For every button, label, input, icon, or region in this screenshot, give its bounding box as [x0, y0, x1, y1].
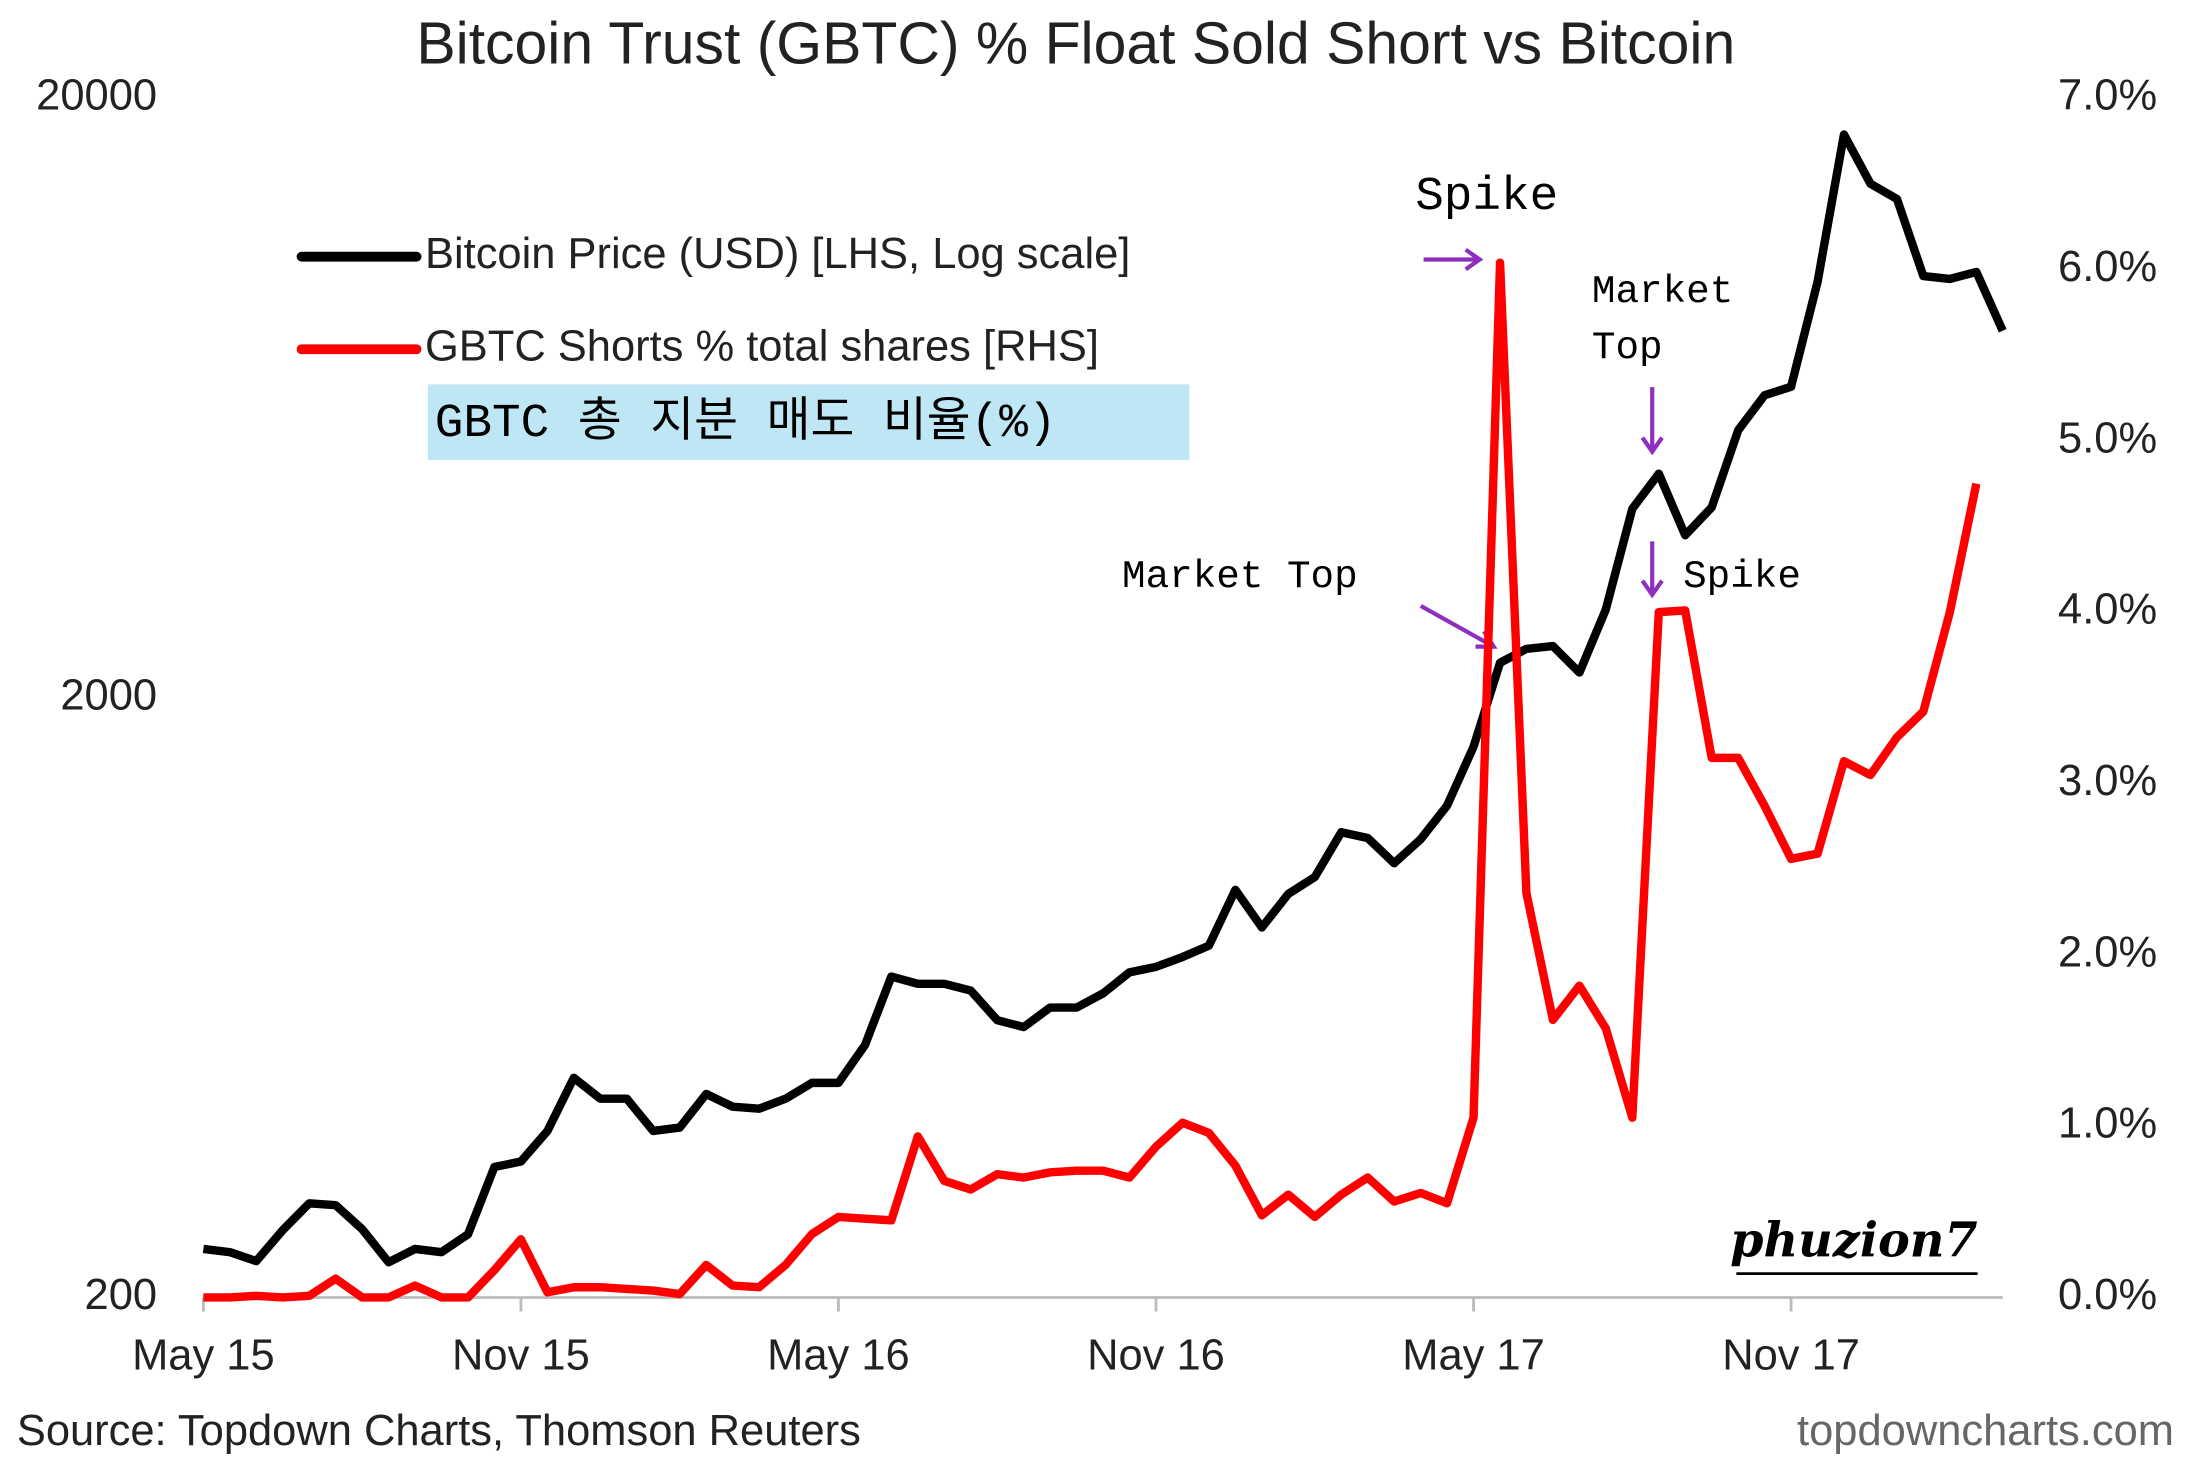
annotation: Market Top [1122, 554, 1358, 599]
series-line [203, 258, 1981, 1302]
y2-tick-label: 7.0% [2058, 72, 2157, 120]
x-tick-label: Nov 15 [452, 1331, 590, 1379]
x-tick-label: May 15 [132, 1331, 275, 1379]
translation-box [427, 384, 1190, 461]
credit: topdowncharts.com [1797, 1407, 2174, 1455]
annotation: Top [1592, 325, 1663, 370]
y2-tick-label: 3.0% [2058, 757, 2157, 805]
arrow [1423, 247, 1484, 272]
y-tick-label: 2000 [60, 671, 157, 719]
source: Source: Topdown Charts, Thomson Reuters [17, 1407, 861, 1455]
y2-tick-label: 2.0% [2058, 928, 2157, 976]
translation: GBTC 총 지분 매도 비율(%) [435, 396, 1057, 451]
y2-tick-label: 0.0% [2058, 1271, 2157, 1319]
y-tick-label: 20000 [36, 72, 157, 120]
y2-tick-label: 1.0% [2058, 1100, 2157, 1148]
watermark: phuzion7 [1730, 1213, 1977, 1269]
arrow [1640, 387, 1664, 456]
x-tick-label: May 16 [767, 1331, 910, 1379]
legend-label: GBTC Shorts % total shares [RHS] [425, 323, 1099, 371]
annotation: Market [1592, 269, 1733, 314]
x-tick-label: May 17 [1402, 1331, 1545, 1379]
series-line [202, 130, 2007, 1267]
y2-tick-label: 5.0% [2058, 414, 2157, 462]
x-tick-label: Nov 17 [1722, 1331, 1860, 1379]
arrow [1640, 541, 1664, 599]
legend-label: Bitcoin Price (USD) [LHS, Log scale] [425, 230, 1130, 278]
y2-tick-label: 4.0% [2058, 586, 2157, 634]
y-tick-label: 200 [85, 1271, 158, 1319]
x-tick-label: Nov 16 [1087, 1331, 1225, 1379]
annotation: Spike [1683, 554, 1801, 599]
y2-tick-label: 6.0% [2058, 243, 2157, 291]
chart-title: Bitcoin Trust (GBTC) % Float Sold Short … [416, 11, 1735, 76]
annotation: Spike [1415, 170, 1558, 224]
